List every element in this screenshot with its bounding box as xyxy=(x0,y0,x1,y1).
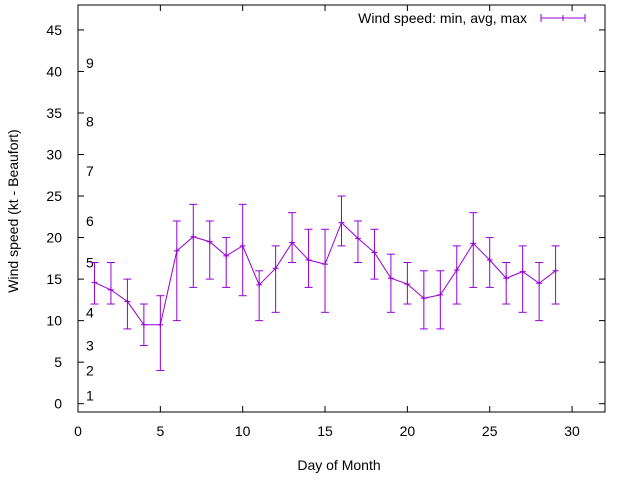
x-tick-label: 20 xyxy=(400,423,416,439)
beaufort-labels: 1 2 3 4 5 6 7 8 9 xyxy=(86,55,94,403)
data-point xyxy=(91,279,98,286)
y-tick-label: 5 xyxy=(54,354,62,370)
data-point xyxy=(519,268,526,275)
error-bars xyxy=(90,195,560,371)
x-tick-label: 25 xyxy=(482,423,498,439)
x-axis-label: Day of Month xyxy=(297,457,380,473)
x-tick-label: 10 xyxy=(235,423,251,439)
data-point xyxy=(157,321,164,328)
x-tick-label: 5 xyxy=(156,423,164,439)
series-points xyxy=(91,219,559,328)
y-tick-label: 35 xyxy=(46,105,62,121)
x-tick-label: 30 xyxy=(564,423,580,439)
data-point xyxy=(404,281,411,288)
data-point xyxy=(536,280,543,287)
data-point xyxy=(256,281,263,288)
plot-frame xyxy=(77,4,606,413)
data-point xyxy=(239,242,246,249)
beaufort-label: 2 xyxy=(86,362,94,378)
data-point xyxy=(503,275,510,282)
data-point xyxy=(338,219,345,226)
data-point xyxy=(140,321,147,328)
data-point xyxy=(387,275,394,282)
beaufort-label: 8 xyxy=(86,113,94,129)
legend: Wind speed: min, avg, max xyxy=(358,10,586,26)
data-point xyxy=(552,267,559,274)
data-point xyxy=(305,256,312,263)
beaufort-label: 3 xyxy=(86,338,94,354)
beaufort-label: 5 xyxy=(86,254,94,270)
data-point xyxy=(190,233,197,240)
y-tick-label: 20 xyxy=(46,230,62,246)
data-point xyxy=(437,291,444,298)
data-point xyxy=(173,247,180,254)
x-tick-label: 15 xyxy=(317,423,333,439)
data-point xyxy=(453,266,460,273)
y-tick-label: 10 xyxy=(46,313,62,329)
data-point xyxy=(223,252,230,259)
y-tick-label: 0 xyxy=(54,396,62,412)
y-tick-label: 15 xyxy=(46,271,62,287)
beaufort-label: 9 xyxy=(86,55,94,71)
y-tick-label: 30 xyxy=(46,147,62,163)
y-tick-label: 25 xyxy=(46,188,62,204)
data-point xyxy=(107,286,114,293)
data-point xyxy=(124,298,131,305)
data-point xyxy=(470,240,477,247)
data-point xyxy=(322,261,329,268)
data-point xyxy=(289,239,296,246)
y-tick-label: 40 xyxy=(46,63,62,79)
data-point xyxy=(272,265,279,272)
beaufort-label: 1 xyxy=(86,387,94,403)
legend-label: Wind speed: min, avg, max xyxy=(358,10,527,26)
y-tick-label: 45 xyxy=(46,22,62,38)
data-point xyxy=(486,256,493,263)
beaufort-label: 4 xyxy=(86,304,94,320)
x-axis-ticks: 0 5 10 15 20 25 30 xyxy=(74,5,580,439)
data-point xyxy=(420,295,427,302)
beaufort-label: 7 xyxy=(86,163,94,179)
beaufort-label: 6 xyxy=(86,213,94,229)
x-tick-label: 0 xyxy=(74,423,82,439)
y-axis-label: Wind speed (kt - Beaufort) xyxy=(5,129,21,292)
data-point xyxy=(354,235,361,242)
data-point xyxy=(206,238,213,245)
data-point xyxy=(371,249,378,256)
